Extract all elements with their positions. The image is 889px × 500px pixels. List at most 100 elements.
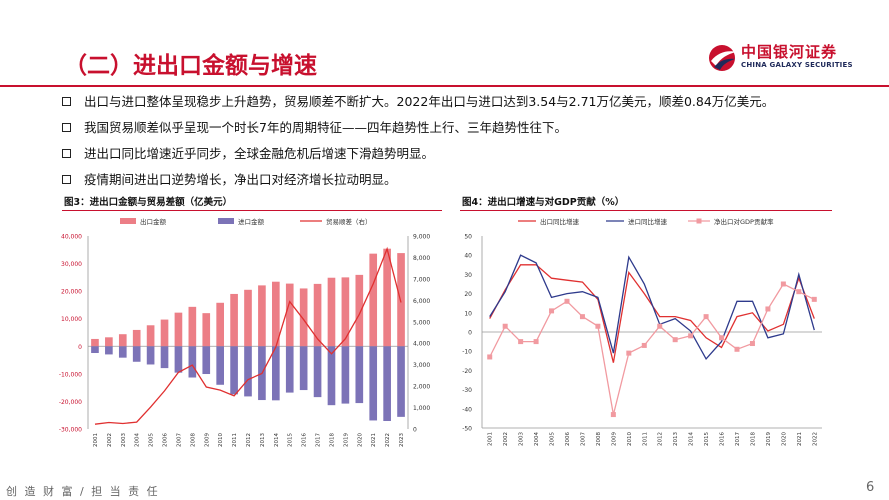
x-tick-label: 2001: [93, 433, 99, 447]
export-bar: [174, 312, 183, 347]
import-bar: [105, 346, 113, 355]
legend-label-net-export: 净出口对GDP贡献率: [714, 217, 774, 226]
export-bar: [132, 329, 141, 347]
x-tick-label: 2023: [399, 433, 405, 447]
export-bar: [91, 338, 99, 347]
y-tick-label: 0: [468, 330, 472, 337]
y-tick-label: -50: [462, 426, 472, 433]
x-tick-label: 2010: [218, 433, 224, 447]
import-growth-line: [489, 254, 815, 361]
right-tick-label: 1,000: [413, 405, 430, 412]
import-bar: [118, 346, 127, 358]
x-tick-label: 2018: [750, 432, 756, 446]
x-tick-label: 2016: [302, 433, 308, 447]
right-tick-label: 4,000: [413, 341, 430, 348]
x-tick-label: 2005: [550, 432, 556, 446]
chart2-title-underline: [460, 210, 832, 211]
checkbox-bullet-icon: [62, 149, 71, 158]
net-export-point: [626, 350, 632, 356]
export-bar: [383, 248, 391, 347]
legend-swatch-import: [218, 218, 234, 224]
y-tick-label: 30: [464, 272, 472, 279]
bullet-text: 出口与进口整体呈现稳步上升趋势，贸易顺差不断扩大。2022年出口与进口达到3.5…: [84, 94, 775, 109]
bullet-text: 进出口同比增速近乎同步，全球金融危机后增速下滑趋势明显。: [84, 146, 435, 161]
x-tick-label: 2021: [371, 433, 377, 447]
import-bar: [91, 346, 99, 354]
left-tick-label: -20,000: [59, 399, 82, 406]
x-tick-label: 2016: [720, 432, 726, 446]
net-export-point: [811, 296, 817, 302]
right-tick-label: 6,000: [413, 298, 430, 305]
export-bar: [341, 277, 350, 347]
net-export-point: [502, 323, 508, 329]
left-tick-label: 40,000: [61, 234, 82, 241]
left-tick-label: 0: [78, 344, 82, 351]
x-tick-label: 2006: [565, 432, 571, 446]
logo-name-en: CHINA GALAXY SECURITIES: [741, 61, 853, 69]
x-tick-label: 2011: [642, 432, 648, 446]
import-bar: [397, 346, 405, 417]
export-bar: [146, 325, 155, 347]
x-tick-label: 2012: [246, 433, 252, 447]
logo-name-cn: 中国银河证券: [741, 43, 838, 61]
right-tick-label: 9,000: [413, 234, 430, 241]
left-tick-label: -10,000: [59, 371, 82, 378]
y-tick-label: -40: [462, 406, 472, 413]
net-export-point: [533, 339, 539, 345]
x-tick-label: 2022: [385, 433, 391, 447]
legend-swatch-export: [120, 218, 136, 224]
net-export-point: [641, 342, 647, 348]
y-tick-label: -20: [462, 368, 472, 375]
x-tick-label: 2012: [658, 432, 664, 446]
export-bar: [216, 302, 224, 347]
x-tick-label: 2011: [232, 433, 238, 447]
right-tick-label: 7,000: [413, 276, 430, 283]
y-tick-label: 40: [464, 253, 472, 260]
import-bar: [244, 346, 252, 397]
footer-slogan: 创 造 财 富 / 担 当 责 任: [6, 485, 160, 498]
x-tick-label: 2007: [580, 432, 586, 446]
left-tick-label: 20,000: [61, 289, 82, 296]
export-bar: [327, 277, 336, 347]
net-export-point: [780, 281, 786, 287]
export-bar: [118, 334, 127, 347]
import-bar: [369, 346, 378, 421]
legend-label-import: 进口金额: [238, 217, 265, 226]
import-bar: [132, 346, 141, 362]
import-bar: [160, 346, 169, 369]
x-tick-label: 2014: [689, 432, 695, 446]
net-export-point: [610, 412, 616, 418]
y-tick-label: 50: [464, 234, 472, 241]
x-tick-label: 2002: [107, 433, 113, 447]
chart2-title: 图4：进出口增速与对GDP贡献（%）: [462, 197, 625, 208]
export-bar: [369, 253, 378, 347]
net-export-point: [703, 314, 709, 320]
export-bar: [105, 337, 113, 347]
net-export-point: [549, 308, 555, 314]
right-tick-label: 0: [413, 427, 417, 434]
import-bar: [285, 346, 294, 393]
export-bar: [272, 281, 280, 347]
import-bar: [355, 346, 364, 404]
right-tick-label: 5,000: [413, 319, 430, 326]
y-tick-label: -10: [462, 349, 472, 356]
page-number: 6: [866, 480, 875, 495]
bullet-text: 疫情期间进出口逆势增长，净出口对经济增长拉动明显。: [84, 172, 397, 187]
x-tick-label: 2015: [288, 433, 294, 447]
trade-balance-line: [94, 246, 402, 425]
import-bar: [313, 346, 322, 398]
left-tick-label: 30,000: [61, 261, 82, 268]
x-tick-label: 2022: [812, 432, 818, 446]
import-bar: [341, 346, 350, 404]
net-export-point: [579, 314, 585, 320]
export-bar: [202, 313, 211, 347]
net-export-point: [734, 346, 740, 352]
right-tick-label: 3,000: [413, 362, 430, 369]
x-tick-label: 2009: [611, 432, 617, 446]
net-export-point: [688, 333, 694, 339]
net-export-point: [595, 323, 601, 329]
net-export-point: [719, 335, 725, 341]
net-export-point: [487, 354, 493, 360]
x-tick-label: 2005: [149, 433, 155, 447]
export-bar: [313, 283, 322, 347]
